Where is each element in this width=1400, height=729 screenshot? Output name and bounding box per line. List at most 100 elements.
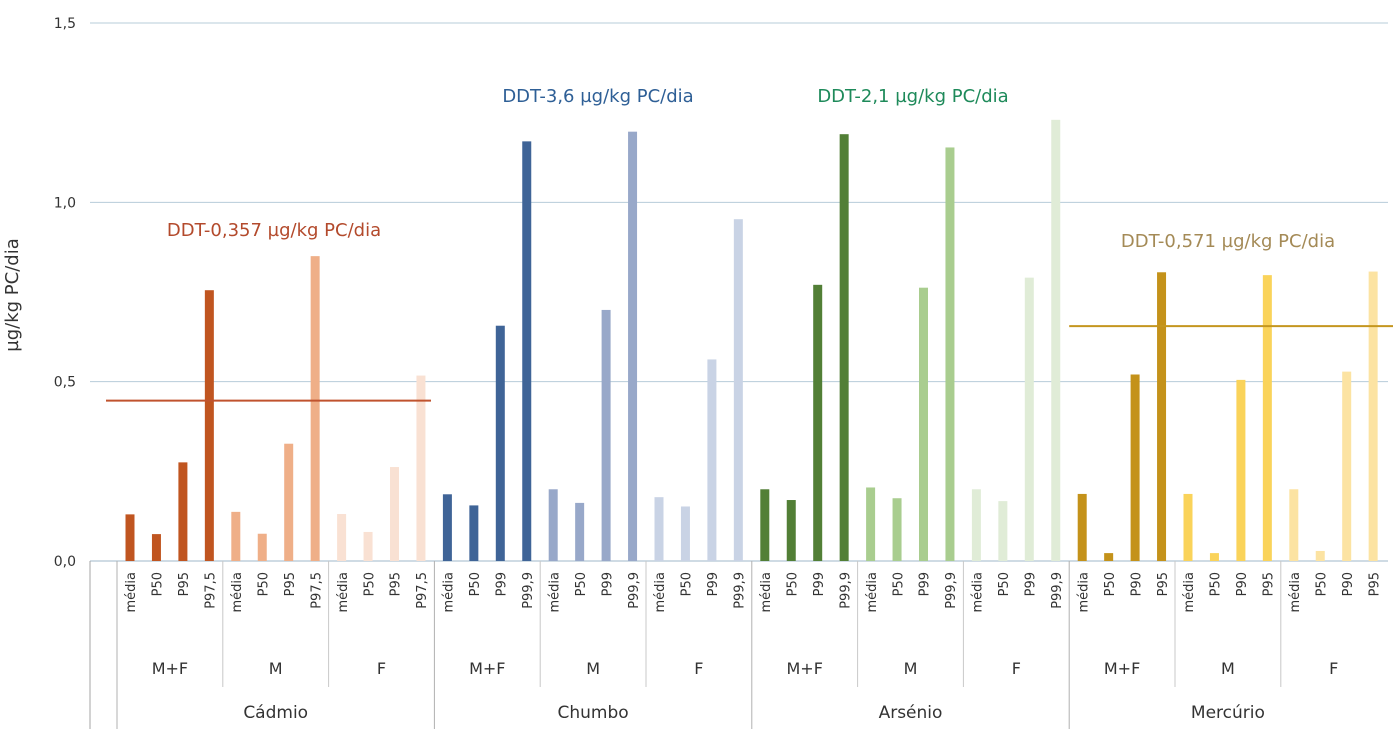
x-tick-label: P50 (574, 572, 589, 596)
x-tick-label: média (547, 572, 562, 613)
x-tick-label: P50 (362, 572, 377, 596)
bar (866, 487, 876, 561)
subgroup-label: M+F (786, 659, 822, 678)
x-tick-label: P50 (468, 572, 483, 596)
subgroup-label: M (904, 659, 918, 678)
subgroup-label: M+F (1104, 659, 1140, 678)
group-label: Cádmio (243, 703, 308, 723)
x-tick-label: P95 (1367, 572, 1382, 596)
bar (575, 502, 585, 561)
x-tick-label: média (1288, 572, 1303, 613)
x-tick-label: P99,9 (838, 572, 853, 609)
x-tick-label: P95 (389, 572, 404, 596)
bar (1024, 277, 1034, 561)
x-tick-label: P97,5 (309, 572, 324, 609)
x-tick-label: P50 (151, 572, 166, 596)
bar (469, 505, 479, 561)
y-tick-label: 0,5 (54, 375, 76, 391)
x-tick-label: média (1076, 572, 1091, 613)
bar (945, 147, 955, 561)
x-tick-label: média (865, 572, 880, 613)
y-tick-label: 0,0 (54, 554, 76, 570)
subgroup-label: M+F (469, 659, 505, 678)
group-label: Chumbo (558, 703, 629, 723)
x-tick-label: P50 (1103, 572, 1118, 596)
bar (1289, 489, 1299, 561)
bar (125, 514, 135, 561)
x-tick-label: P99 (812, 572, 827, 596)
bar (151, 534, 161, 561)
bar (337, 514, 347, 561)
x-tick-label: média (1182, 572, 1197, 613)
group-label: Mercúrio (1191, 703, 1265, 723)
x-tick-label: P99 (918, 572, 933, 596)
x-tick-label: P99 (600, 572, 615, 596)
bar (1104, 553, 1114, 561)
x-tick-label: P99,9 (733, 572, 748, 609)
bar (1315, 550, 1325, 561)
bar (1368, 271, 1378, 561)
x-tick-label: P50 (785, 572, 800, 596)
reference-label: DDT-2,1 µg/kg PC/dia (817, 86, 1008, 107)
bars (125, 119, 1378, 562)
x-tick-label: P99,9 (1050, 572, 1065, 609)
x-tick-label: P95 (177, 572, 192, 596)
x-tick-label: P95 (283, 572, 298, 596)
x-tick-label: P99 (495, 572, 510, 596)
x-tick-label: P90 (1341, 572, 1356, 596)
bar (998, 501, 1008, 561)
bar (1342, 371, 1352, 561)
bar (628, 131, 638, 561)
bar (231, 511, 241, 561)
x-tick-label: P99,9 (627, 572, 642, 609)
x-tick-label: P95 (1156, 572, 1171, 596)
bar (839, 134, 849, 562)
subgroup-label: M+F (152, 659, 188, 678)
bar (1130, 374, 1140, 561)
y-axis: 0,0 0,5 1,0 1,5 (54, 16, 76, 570)
bar (892, 498, 902, 561)
x-tick-label: P50 (256, 572, 271, 596)
bar (178, 462, 188, 561)
bar (1051, 119, 1061, 561)
x-tick-label: P50 (1209, 572, 1224, 596)
subgroup-label: F (694, 659, 703, 678)
x-tick-label: P50 (997, 572, 1012, 596)
bar (204, 290, 214, 561)
x-tick-label: média (759, 572, 774, 613)
bar (1183, 493, 1193, 561)
bar (284, 443, 294, 561)
bar (310, 256, 320, 561)
bar (1077, 493, 1087, 561)
reference-label: DDT-0,357 µg/kg PC/dia (167, 220, 381, 241)
bar (760, 489, 770, 561)
bar (1262, 275, 1272, 561)
subgroup-label: F (377, 659, 386, 678)
x-tick-label: média (336, 572, 351, 613)
y-tick-label: 1,5 (54, 16, 76, 32)
x-tick-label: P95 (1262, 572, 1277, 596)
bar (390, 467, 399, 561)
x-tick-label: P50 (891, 572, 906, 596)
subgroup-label: M (1221, 659, 1235, 678)
bar (919, 287, 928, 561)
bar (416, 375, 426, 561)
y-axis-title: µg/kg PC/dia (2, 238, 23, 351)
x-tick-label: P97,5 (415, 572, 430, 609)
x-tick-label: P50 (1314, 572, 1329, 596)
bar (813, 284, 823, 561)
subgroup-label: F (1329, 659, 1338, 678)
subgroup-label: M (269, 659, 283, 678)
x-tick-label: P99,9 (944, 572, 959, 609)
group-label: Arsénio (879, 703, 943, 723)
bar (707, 359, 717, 561)
x-tick-label: média (971, 572, 986, 613)
x-tick-label: P99,9 (521, 572, 536, 609)
x-tick-label: P99 (706, 572, 721, 596)
bar (1157, 272, 1167, 561)
bar (1209, 553, 1219, 561)
reference-label: DDT-0,571 µg/kg PC/dia (1121, 231, 1335, 252)
x-tick-label: média (124, 572, 139, 613)
bar (733, 219, 743, 561)
x-tick-label: P90 (1235, 572, 1250, 596)
